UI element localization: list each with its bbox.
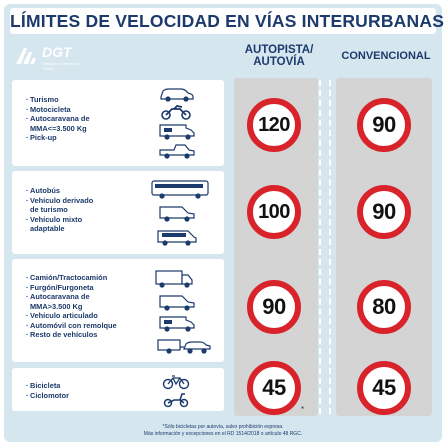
footnote-bicycles: *Sólo bicicletas por autovía, salvo proh… [162, 424, 284, 430]
bicycle-icon [162, 375, 190, 390]
lane-divider-convencional [329, 80, 331, 414]
dgt-logo-icon [16, 48, 36, 64]
list-item: Vehículo derivado [26, 196, 93, 206]
speed-value: 45 [262, 375, 286, 400]
speed-sign-convencional-buses: 90 [357, 185, 411, 239]
speed-value: 120 [258, 114, 290, 136]
list-item: adaptable [30, 224, 65, 233]
speed-value: 100 [258, 201, 290, 223]
car-icon [160, 88, 194, 102]
speed-value: 80 [372, 294, 396, 319]
group-bicycles: Bicicleta Ciclomotor [12, 368, 224, 411]
list-item: Vehículo articulado [26, 311, 117, 321]
list-item: Automóvil con remolque [26, 321, 117, 331]
speed-sign-autopista-heavy: 90 [247, 280, 301, 334]
van-icon [159, 206, 195, 222]
speed-value: 90 [262, 294, 286, 319]
pickup-icon [159, 144, 195, 159]
column-header-convencional: CONVENCIONAL [341, 50, 431, 62]
speed-sign-convencional-bicycles: 45 [357, 361, 411, 415]
list-item: Bicicleta [26, 381, 69, 391]
bus-icon [151, 180, 209, 199]
dgt-logo: DGT Dirección General de Tráfico [14, 42, 104, 74]
list-item: Furgón/Furgoneta [26, 283, 117, 293]
list-item: Motocicleta [26, 105, 90, 115]
moped-icon [163, 393, 189, 408]
speed-value: 45 [372, 375, 396, 400]
group-buses: Autobús Vehículo derivado de turismo Veh… [12, 171, 224, 254]
list-item: Camión/Tractocamión [26, 273, 117, 283]
lane-divider-autopista [319, 80, 321, 414]
footnote-more-info: Más información y excepciones en el RD 1… [143, 431, 303, 437]
van-icon [159, 295, 195, 311]
column-header-autopista: AUTOPISTA/ AUTOVÍA [244, 44, 314, 68]
motorcycle-icon [161, 105, 191, 120]
speed-sign-autopista-buses: 100 [247, 185, 301, 239]
minibus-icon [157, 230, 197, 246]
speed-value: 90 [372, 112, 396, 137]
list-item: Pick-up [26, 133, 90, 143]
motorhome-icon [159, 124, 195, 140]
list-item: Turismo [26, 95, 90, 105]
group-light-vehicles: Turismo Motocicleta Autocaravana de MMA<… [12, 80, 224, 166]
motorhome-icon [159, 316, 195, 332]
speed-sign-convencional-heavy: 80 [357, 280, 411, 334]
group-heavy-vehicles: Camión/Tractocamión Furgón/Furgoneta Aut… [12, 259, 224, 362]
asterisk-mark: * [301, 405, 305, 414]
list-item: MMA<=3.500 Kg [30, 123, 87, 133]
list-item: Resto de vehículos [26, 330, 117, 340]
speed-sign-convencional-light: 90 [357, 98, 411, 152]
list-item: MMA>3.500 Kg [30, 301, 83, 311]
list-item: Autocaravana de [26, 292, 117, 302]
list-item: Ciclomotor [26, 391, 69, 401]
speed-sign-autopista-bicycles: 45 [247, 361, 301, 415]
page-title: LÍMITES DE VELOCIDAD EN VÍAS INTERURBANA… [10, 8, 444, 34]
speed-value: 90 [372, 199, 396, 224]
logo-subtitle: Dirección General de Tráfico [42, 61, 80, 71]
truck-icon [155, 270, 193, 288]
speed-sign-autopista-light: 120 [247, 98, 301, 152]
list-item: Autocaravana de [26, 114, 90, 124]
car-trailer-icon [157, 339, 211, 354]
list-item: Autobús [26, 186, 93, 196]
list-item: Vehículo mixto [26, 215, 93, 225]
list-item: de turismo [30, 205, 68, 214]
logo-name: DGT [42, 44, 72, 60]
